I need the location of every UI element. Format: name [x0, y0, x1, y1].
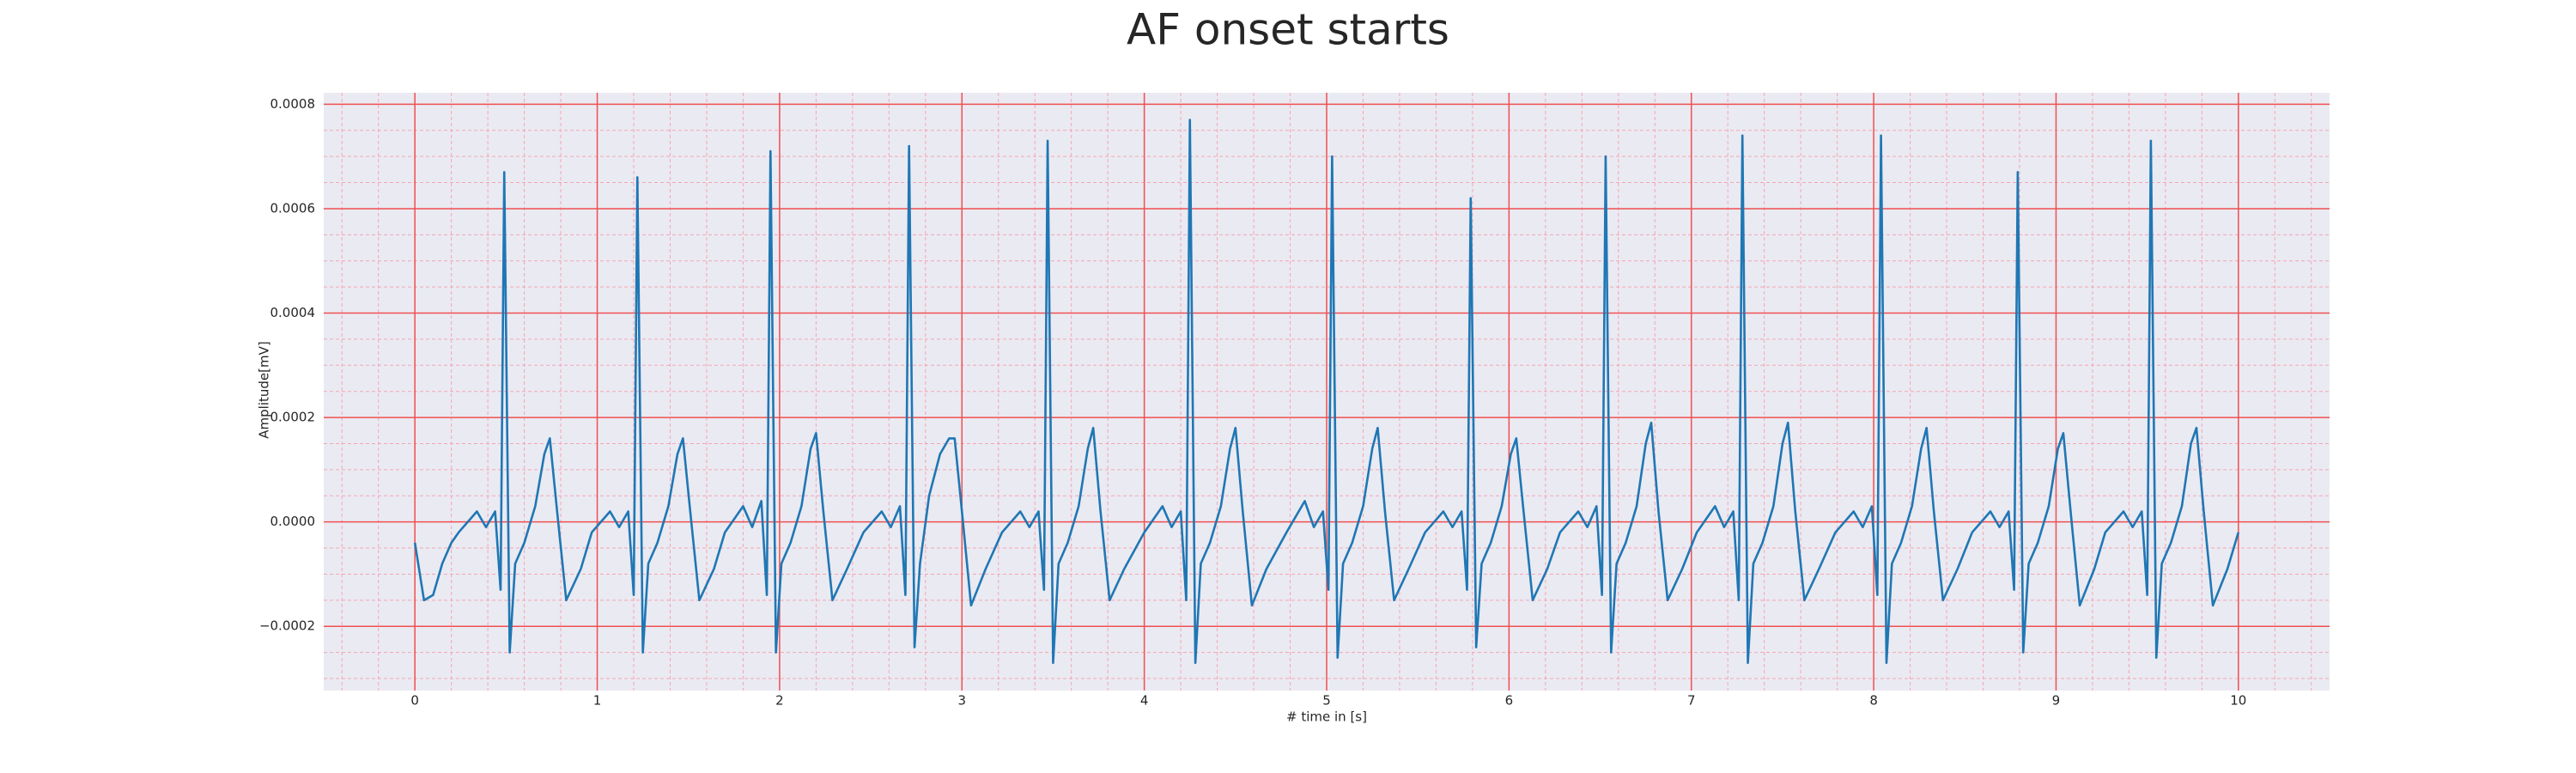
x-tick-label: 1	[593, 693, 602, 709]
y-tick-label: 0.0002	[270, 410, 316, 425]
y-tick-label: 0.0008	[270, 96, 316, 112]
y-tick-label: 0.0006	[270, 200, 316, 216]
x-tick-label: 8	[1869, 693, 1878, 709]
x-tick-label: 9	[2052, 693, 2061, 709]
y-tick-label: 0.0004	[270, 305, 316, 320]
grid	[324, 93, 2330, 691]
x-tick-label: 2	[775, 693, 784, 709]
x-tick-label: 10	[2230, 693, 2246, 709]
chart-title: AF onset starts	[1127, 5, 1449, 55]
y-tick-label: 0.0000	[270, 514, 316, 529]
x-tick-label: 6	[1505, 693, 1514, 709]
x-tick-label: 0	[410, 693, 419, 709]
marks	[413, 119, 2240, 665]
x-tick-label: 3	[957, 693, 966, 709]
x-tick-label: 7	[1687, 693, 1696, 709]
x-axis-label: # time in [s]	[1286, 709, 1367, 725]
line	[413, 119, 2240, 665]
x-tick-label: 5	[1322, 693, 1331, 709]
y-axis-label: Amplitude[mV]	[257, 341, 272, 438]
x-tick-label: 4	[1140, 693, 1149, 709]
y-tick-label: −0.0002	[259, 618, 315, 634]
